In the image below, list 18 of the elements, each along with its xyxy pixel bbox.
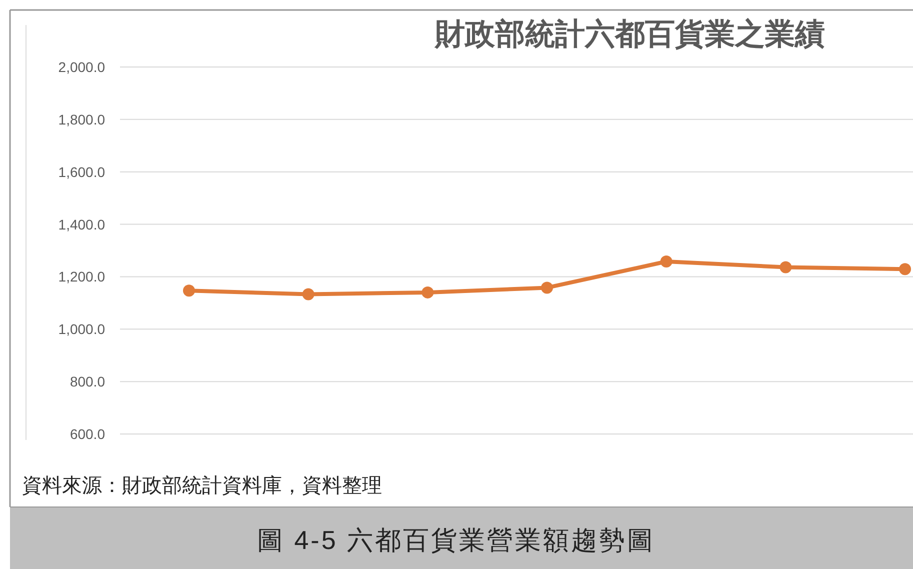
y-tick-label: 2,000.0 bbox=[58, 59, 106, 75]
point bbox=[183, 284, 195, 297]
y-tick-label: 1,800.0 bbox=[58, 111, 106, 128]
point bbox=[302, 288, 314, 300]
y-tick-label: 600.0 bbox=[70, 426, 106, 442]
y-tick-label: 1,400.0 bbox=[58, 216, 106, 232]
caption: 圖 4-5 六都百貨業營業額趨勢圖 bbox=[256, 525, 656, 555]
point bbox=[660, 256, 672, 268]
y-tick-label: 1,000.0 bbox=[58, 321, 106, 338]
point bbox=[780, 261, 792, 274]
source-note: 資料來源：財政部統計資料庫，資料整理 bbox=[22, 475, 382, 497]
y-tick-label: 1,200.0 bbox=[58, 268, 106, 285]
point bbox=[541, 282, 553, 294]
point bbox=[899, 263, 911, 276]
y-tick-label: 1,600.0 bbox=[58, 164, 106, 180]
y-tick-label: 800.0 bbox=[70, 374, 106, 390]
point bbox=[422, 286, 434, 298]
chart-title: 財政部統計六都百貨業之業績 bbox=[434, 17, 825, 51]
